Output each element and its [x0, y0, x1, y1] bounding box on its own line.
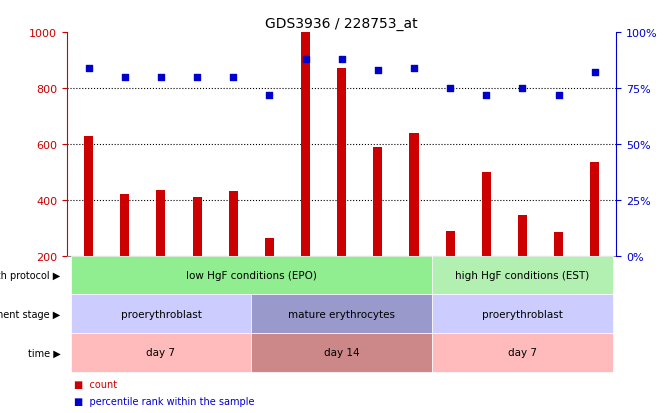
Point	[590, 70, 600, 76]
Point	[445, 85, 456, 92]
Text: day 7: day 7	[508, 347, 537, 357]
Text: low HgF conditions (EPO): low HgF conditions (EPO)	[186, 271, 317, 280]
Point	[336, 57, 347, 63]
Bar	[192, 197, 202, 256]
Bar	[373, 147, 383, 256]
Text: day 7: day 7	[147, 347, 176, 357]
Text: proerythroblast: proerythroblast	[121, 309, 202, 319]
Bar	[590, 163, 599, 256]
Point	[119, 74, 130, 81]
Bar	[482, 173, 491, 256]
Bar	[446, 231, 455, 256]
Bar	[554, 233, 563, 256]
Text: high HgF conditions (EST): high HgF conditions (EST)	[456, 271, 590, 280]
Point	[517, 85, 528, 92]
Bar	[228, 192, 238, 256]
Text: proerythroblast: proerythroblast	[482, 309, 563, 319]
Point	[373, 68, 383, 74]
Bar	[337, 69, 346, 256]
Title: GDS3936 / 228753_at: GDS3936 / 228753_at	[265, 17, 418, 31]
Point	[228, 74, 239, 81]
Point	[155, 74, 166, 81]
Bar	[518, 216, 527, 256]
Point	[192, 74, 202, 81]
Text: ■  percentile rank within the sample: ■ percentile rank within the sample	[74, 396, 254, 406]
Text: mature erythrocytes: mature erythrocytes	[288, 309, 395, 319]
Text: time ▶: time ▶	[27, 347, 60, 357]
Text: development stage ▶: development stage ▶	[0, 309, 60, 319]
Point	[264, 92, 275, 99]
Point	[481, 92, 492, 99]
Bar	[84, 136, 93, 256]
Bar	[409, 133, 419, 256]
Bar	[301, 33, 310, 256]
Point	[409, 65, 419, 72]
Bar	[121, 195, 129, 256]
Bar	[265, 238, 274, 256]
Point	[553, 92, 564, 99]
Text: growth protocol ▶: growth protocol ▶	[0, 271, 60, 280]
Point	[300, 57, 311, 63]
Bar	[157, 190, 165, 256]
Text: day 14: day 14	[324, 347, 360, 357]
Point	[83, 65, 94, 72]
Text: ■  count: ■ count	[74, 379, 117, 389]
